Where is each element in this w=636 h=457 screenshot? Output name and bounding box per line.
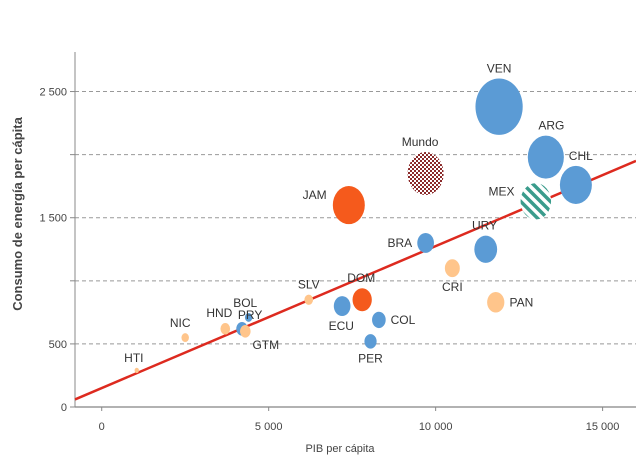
bubble-label-hti: HTI xyxy=(124,351,143,365)
y-tick-label: 500 xyxy=(49,339,67,351)
bubble-pan xyxy=(487,291,505,313)
y-tick-label: 2 500 xyxy=(39,87,67,99)
bubble-label-jam: JAM xyxy=(303,188,327,202)
bubble-label-ecu: ECU xyxy=(329,319,354,333)
y-axis-title: Consumo de energía per cápita xyxy=(10,116,25,310)
bubble-label-chl: CHL xyxy=(569,149,593,163)
bubble-hnd xyxy=(220,323,231,335)
bubble-label-cri: CRI xyxy=(442,280,463,294)
bubble-label-arg: ARG xyxy=(538,119,564,133)
x-tick-label: 0 xyxy=(99,421,105,433)
bubble-bol xyxy=(244,312,253,322)
bubble-bra xyxy=(417,233,434,253)
bubble-nic xyxy=(181,333,189,343)
x-axis-title: PIB per cápita xyxy=(305,443,375,455)
bubble-mex xyxy=(520,183,552,220)
bubble-label-nic: NIC xyxy=(170,316,191,330)
bubble-label-dom: DOM xyxy=(347,271,375,285)
bubble-hti xyxy=(134,367,139,374)
bubble-label-ury: URY xyxy=(472,219,497,233)
bubble-mundo xyxy=(407,152,444,196)
bubble-label-mex: MEX xyxy=(488,184,514,198)
bubble-label-bol: BOL xyxy=(233,296,257,310)
bubble-label-bra: BRA xyxy=(387,236,412,250)
bubble-label-per: PER xyxy=(358,352,383,366)
y-tick-label: 0 xyxy=(61,402,67,414)
bubble-dom xyxy=(352,288,372,312)
bubble-label-mundo: Mundo xyxy=(402,135,439,149)
bubble-label-ven: VEN xyxy=(487,62,512,76)
x-tick-label: 5 000 xyxy=(255,421,283,433)
axes: 0 500 1 500 2 500 0 5 000 10 000 15 000 xyxy=(39,52,636,433)
bubble-label-pan: PAN xyxy=(510,295,534,309)
bubble-chl xyxy=(559,165,592,204)
bubble-cri xyxy=(444,259,460,278)
bubble-slv xyxy=(304,294,314,305)
bubble-labels: VEN ARG CHL MEX Mundo JAM URY BRA CRI PAN DOM ECU CO… xyxy=(124,62,593,366)
bubble-pry xyxy=(240,324,251,338)
x-tick-label: 15 000 xyxy=(586,421,620,433)
bubble-ury xyxy=(474,235,498,263)
bubble-jam xyxy=(332,186,365,225)
bubble-ecu xyxy=(333,296,351,317)
bubble-label-pry: PRY xyxy=(238,308,262,322)
bubble-col xyxy=(372,311,386,329)
bubble-label-col: COL xyxy=(391,313,416,327)
bubbles xyxy=(134,78,592,374)
x-tick-label: 10 000 xyxy=(419,421,453,433)
bubble-label-slv: SLV xyxy=(298,278,320,292)
bubble-ven xyxy=(475,78,523,135)
bubble-label-gtm: GTM xyxy=(252,338,279,352)
y-tick-label: 1 500 xyxy=(39,213,67,225)
bubble-arg xyxy=(527,135,564,179)
bubble-label-hnd: HND xyxy=(206,306,232,320)
bubble-per xyxy=(364,334,377,349)
